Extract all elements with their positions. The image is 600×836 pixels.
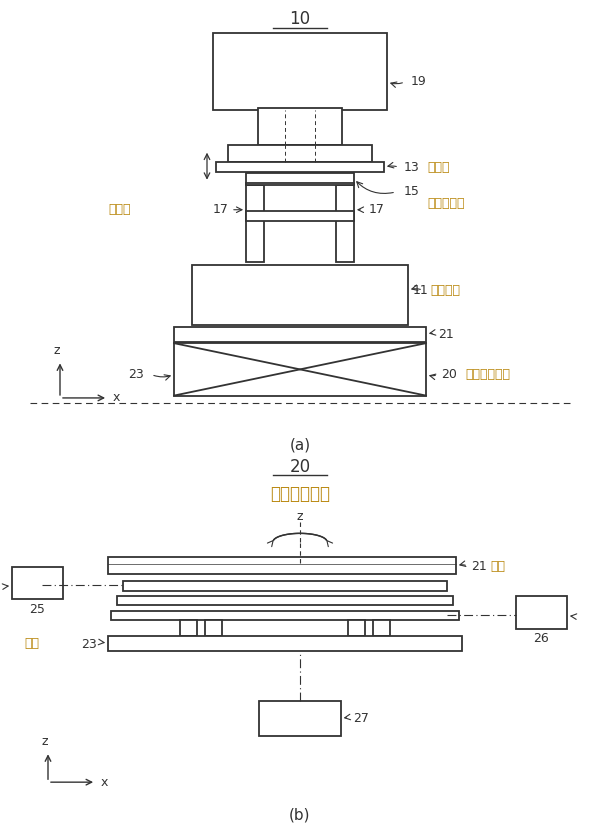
Text: 26: 26	[533, 632, 549, 645]
Text: 切割器: 切割器	[427, 161, 450, 174]
Text: 25: 25	[29, 603, 45, 615]
Text: 21: 21	[438, 328, 454, 341]
Bar	[516, 596, 567, 630]
Text: z: z	[42, 735, 48, 747]
Bar	[12, 567, 63, 599]
Bar	[117, 596, 453, 605]
Text: x: x	[101, 776, 108, 788]
Bar	[246, 211, 354, 221]
Text: 27: 27	[353, 712, 368, 725]
Text: 位置校正单元: 位置校正单元	[270, 485, 330, 502]
Text: 切割模具: 切割模具	[431, 283, 461, 297]
Bar	[205, 619, 222, 636]
Bar	[336, 185, 354, 263]
Bar	[108, 636, 462, 650]
Bar	[246, 185, 264, 263]
Text: x: x	[113, 391, 120, 405]
Bar	[108, 557, 456, 574]
Text: (a): (a)	[289, 437, 311, 452]
Bar	[246, 173, 354, 184]
Bar	[259, 701, 341, 736]
Text: 平台: 平台	[24, 637, 39, 650]
Bar	[174, 343, 426, 395]
Text: 15: 15	[403, 186, 419, 198]
Bar	[246, 182, 354, 185]
Bar	[373, 619, 390, 636]
Text: 10: 10	[289, 10, 311, 28]
Bar	[174, 327, 426, 342]
Text: 13: 13	[403, 161, 419, 174]
Bar	[216, 162, 384, 172]
Bar	[123, 581, 447, 591]
Bar	[258, 108, 342, 145]
Text: z: z	[54, 344, 60, 357]
Text: 23: 23	[128, 368, 144, 381]
Text: 位置校正单元: 位置校正单元	[465, 368, 510, 381]
Bar	[213, 33, 387, 110]
Text: 支撑杆: 支撑杆	[108, 203, 131, 217]
Text: 19: 19	[411, 75, 427, 89]
Text: 11: 11	[413, 283, 428, 297]
Text: (b): (b)	[289, 808, 311, 823]
Text: 23: 23	[82, 638, 97, 650]
Text: 21: 21	[471, 559, 487, 573]
Text: 切割器组件: 切割器组件	[427, 197, 465, 210]
Text: 17: 17	[213, 203, 229, 217]
Text: 17: 17	[369, 203, 385, 217]
Text: z: z	[297, 510, 303, 523]
Text: 基板: 基板	[491, 559, 506, 573]
Text: 20: 20	[289, 458, 311, 476]
Bar	[192, 266, 408, 325]
Bar	[111, 610, 459, 619]
Text: 20: 20	[441, 368, 457, 381]
Bar	[348, 619, 365, 636]
Bar	[228, 145, 372, 161]
Bar	[180, 619, 197, 636]
